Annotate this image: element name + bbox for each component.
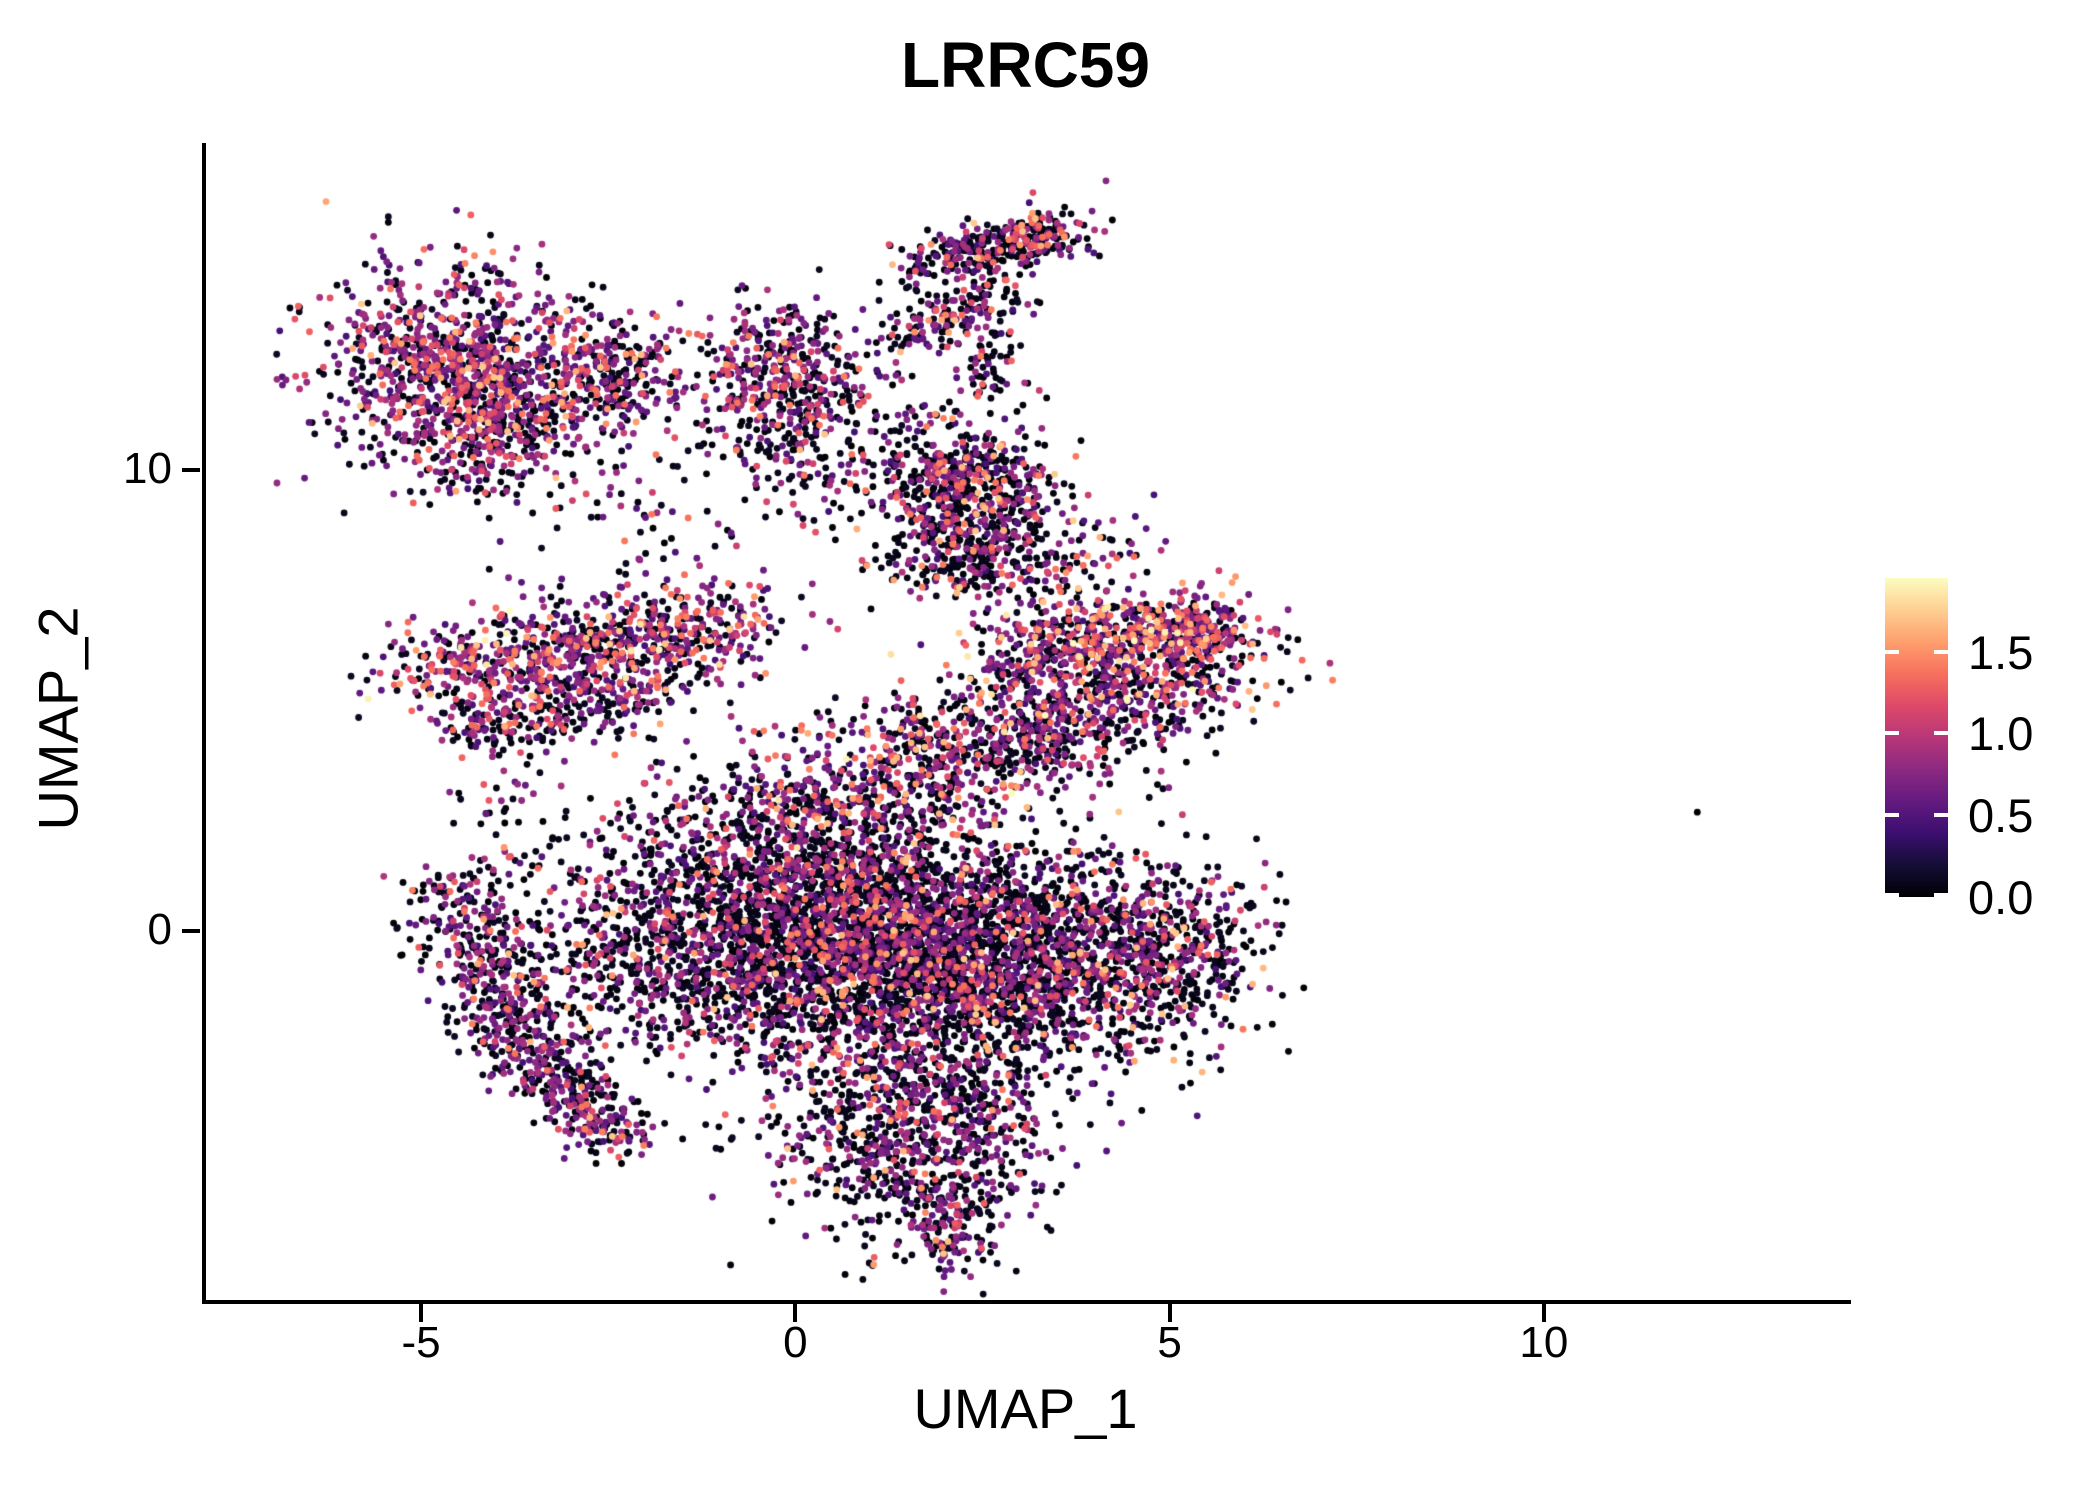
colorbar-tick bbox=[1934, 813, 1948, 818]
y-tick-label: 0 bbox=[147, 905, 172, 955]
colorbar-tick bbox=[1934, 649, 1948, 654]
colorbar-tick-label: 1.5 bbox=[1968, 625, 2034, 679]
colorbar-tick-label: 0.5 bbox=[1968, 789, 2034, 843]
x-axis-tick bbox=[1167, 1304, 1172, 1322]
x-axis-tick bbox=[793, 1304, 798, 1322]
x-tick-label: -5 bbox=[401, 1318, 441, 1367]
colorbar-tick-label: 1.0 bbox=[1968, 707, 2034, 761]
x-tick-label: 10 bbox=[1519, 1318, 1569, 1367]
colorbar-tick bbox=[1885, 731, 1899, 736]
x-tick-label: 5 bbox=[1157, 1318, 1182, 1367]
y-axis-line bbox=[202, 143, 206, 1304]
colorbar-tick bbox=[1885, 893, 1899, 897]
x-axis-tick bbox=[419, 1304, 424, 1322]
x-tick-label: 0 bbox=[783, 1318, 808, 1367]
x-axis-label: UMAP_1 bbox=[913, 1377, 1138, 1440]
plot-title: LRRC59 bbox=[901, 29, 1150, 101]
colorbar-tick bbox=[1934, 893, 1948, 897]
y-axis-tick bbox=[182, 929, 200, 934]
y-tick-label: 10 bbox=[123, 444, 172, 494]
colorbar-tick-label: 0.0 bbox=[1968, 871, 2034, 924]
x-axis-line bbox=[202, 1300, 1851, 1304]
colorbar-tick bbox=[1885, 813, 1899, 818]
x-axis-tick bbox=[1541, 1304, 1546, 1322]
colorbar-tick bbox=[1934, 731, 1948, 736]
colorbar-gradient bbox=[1885, 578, 1948, 897]
y-axis-tick bbox=[182, 468, 200, 473]
colorbar-tick bbox=[1885, 649, 1899, 654]
